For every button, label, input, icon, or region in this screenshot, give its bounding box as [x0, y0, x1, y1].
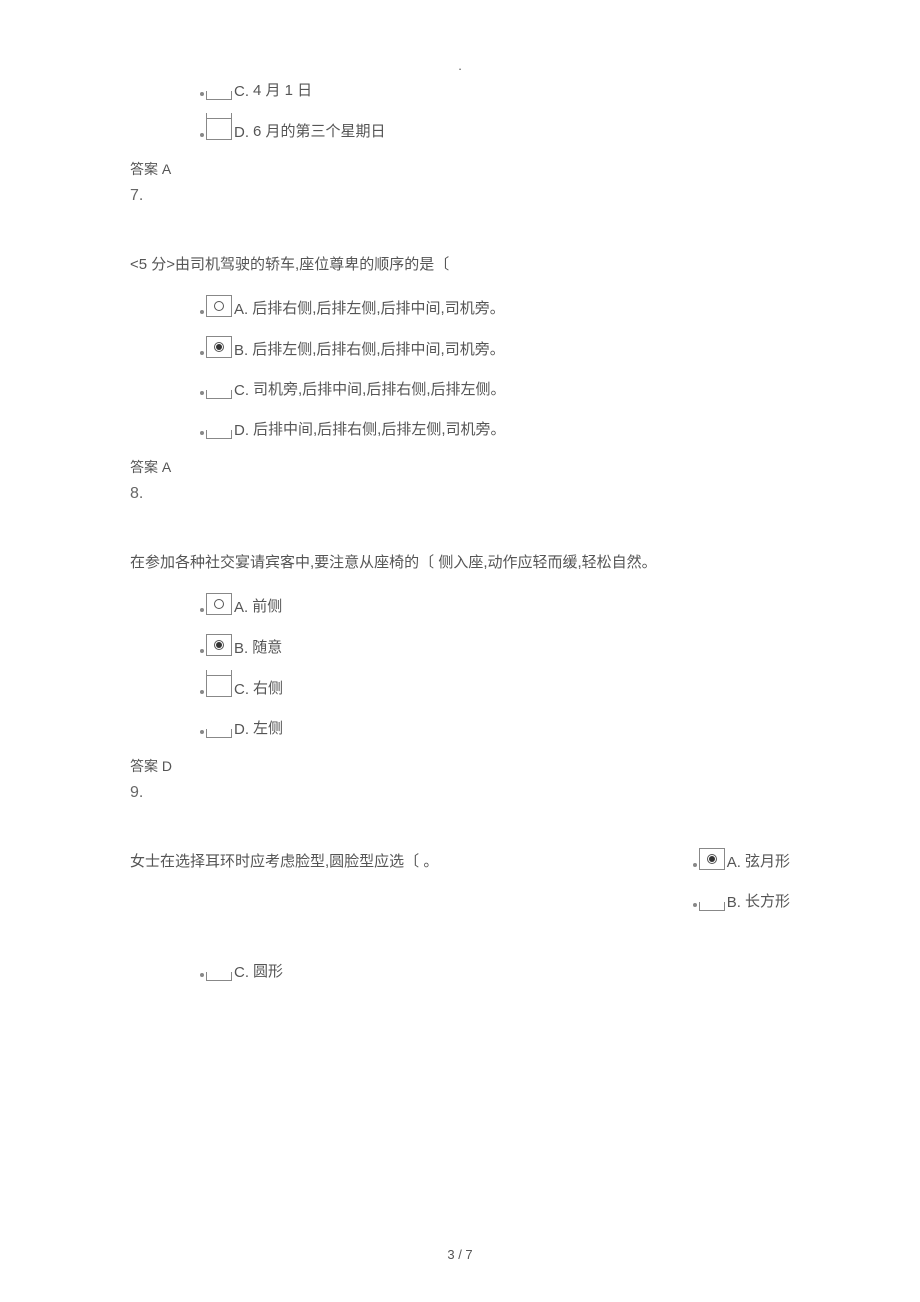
option-letter: A. — [234, 599, 248, 616]
underline-box — [206, 417, 232, 439]
radio-box — [206, 295, 232, 317]
bullet-icon — [200, 310, 204, 314]
q9-text: 女士在选择耳环时应考虑脸型,圆脸型应选〔 。 — [130, 830, 438, 871]
option-text: 后排右侧,后排左侧,后排中间,司机旁。 — [252, 297, 505, 318]
underline-box — [699, 889, 725, 911]
underline-box — [206, 959, 232, 981]
option-letter: A. — [727, 854, 741, 871]
radio-box — [206, 634, 232, 656]
bullet-icon — [200, 649, 204, 653]
radio-checked-icon — [707, 854, 717, 864]
bullet-icon — [200, 133, 204, 137]
option-letter: B. — [234, 342, 248, 359]
q9-container: 女士在选择耳环时应考虑脸型,圆脸型应选〔 。 A. 弦月形 B. 长方形 — [130, 830, 790, 929]
underline-box — [206, 78, 232, 100]
q8-option-d[interactable]: D. 左侧 — [200, 716, 790, 738]
empty-box — [206, 675, 232, 697]
option-letter: D. — [234, 124, 249, 141]
q7-option-a[interactable]: A. 后排右侧,后排左侧,后排中间,司机旁。 — [200, 295, 790, 318]
option-letter: C. — [234, 681, 249, 698]
q7-answer: 答案 A — [130, 457, 790, 477]
q8-text: 在参加各种社交宴请宾客中,要注意从座椅的〔 侧入座,动作应轻而缓,轻松自然。 — [130, 551, 790, 575]
q7-text: <5 分>由司机驾驶的轿车,座位尊卑的顺序的是〔 — [130, 253, 790, 277]
radio-unchecked-icon — [214, 599, 224, 609]
bullet-icon — [200, 730, 204, 734]
option-text: 随意 — [252, 636, 282, 657]
option-letter: A. — [234, 301, 248, 318]
option-text: 后排中间,后排右侧,后排左侧,司机旁。 — [253, 418, 506, 439]
bullet-icon — [693, 863, 697, 867]
empty-box — [206, 118, 232, 140]
q6-option-c[interactable]: C. 4 月 1 日 — [200, 78, 790, 100]
option-text: 4 月 1 日 — [253, 79, 312, 100]
option-text: 弦月形 — [745, 850, 790, 871]
bullet-icon — [200, 608, 204, 612]
option-letter: C. — [234, 964, 249, 981]
option-letter: D. — [234, 721, 249, 738]
bullet-icon — [200, 391, 204, 395]
option-letter: B. — [234, 640, 248, 657]
q9-option-a[interactable]: A. 弦月形 — [693, 848, 790, 871]
option-text: 右侧 — [253, 677, 283, 698]
option-letter: C. — [234, 382, 249, 399]
underline-box — [206, 377, 232, 399]
page-number: 3 / 7 — [447, 1247, 472, 1262]
option-letter: B. — [727, 894, 741, 911]
option-text: 司机旁,后排中间,后排右侧,后排左侧。 — [253, 378, 506, 399]
option-text: 圆形 — [253, 960, 283, 981]
q9-option-c[interactable]: C. 圆形 — [200, 959, 790, 981]
option-text: 长方形 — [745, 890, 790, 911]
bullet-icon — [200, 431, 204, 435]
underline-box — [206, 716, 232, 738]
radio-box — [206, 593, 232, 615]
q8-option-c[interactable]: C. 右侧 — [200, 675, 790, 698]
bullet-icon — [200, 351, 204, 355]
radio-checked-icon — [214, 640, 224, 650]
radio-box — [206, 336, 232, 358]
option-letter: C. — [234, 83, 249, 100]
option-text: 后排左侧,后排右侧,后排中间,司机旁。 — [252, 338, 505, 359]
radio-checked-icon — [214, 342, 224, 352]
q7-option-d[interactable]: D. 后排中间,后排右侧,后排左侧,司机旁。 — [200, 417, 790, 439]
page-top-marker: . — [458, 58, 462, 73]
q6-option-d[interactable]: D. 6 月的第三个星期日 — [200, 118, 790, 141]
q7-number: 7. — [130, 187, 790, 205]
q8-number: 8. — [130, 485, 790, 503]
q6-answer: 答案 A — [130, 159, 790, 179]
q7-option-c[interactable]: C. 司机旁,后排中间,后排右侧,后排左侧。 — [200, 377, 790, 399]
bullet-icon — [693, 903, 697, 907]
bullet-icon — [200, 973, 204, 977]
radio-unchecked-icon — [214, 301, 224, 311]
bullet-icon — [200, 92, 204, 96]
bullet-icon — [200, 690, 204, 694]
q9-option-b[interactable]: B. 长方形 — [693, 889, 790, 911]
q8-answer: 答案 D — [130, 756, 790, 776]
q8-option-a[interactable]: A. 前侧 — [200, 593, 790, 616]
q9-number: 9. — [130, 784, 790, 802]
q8-option-b[interactable]: B. 随意 — [200, 634, 790, 657]
q9-right-options: A. 弦月形 B. 长方形 — [693, 830, 790, 929]
option-text: 前侧 — [252, 595, 282, 616]
q7-option-b[interactable]: B. 后排左侧,后排右侧,后排中间,司机旁。 — [200, 336, 790, 359]
radio-box — [699, 848, 725, 870]
option-letter: D. — [234, 422, 249, 439]
option-text: 6 月的第三个星期日 — [253, 120, 386, 141]
option-text: 左侧 — [253, 717, 283, 738]
